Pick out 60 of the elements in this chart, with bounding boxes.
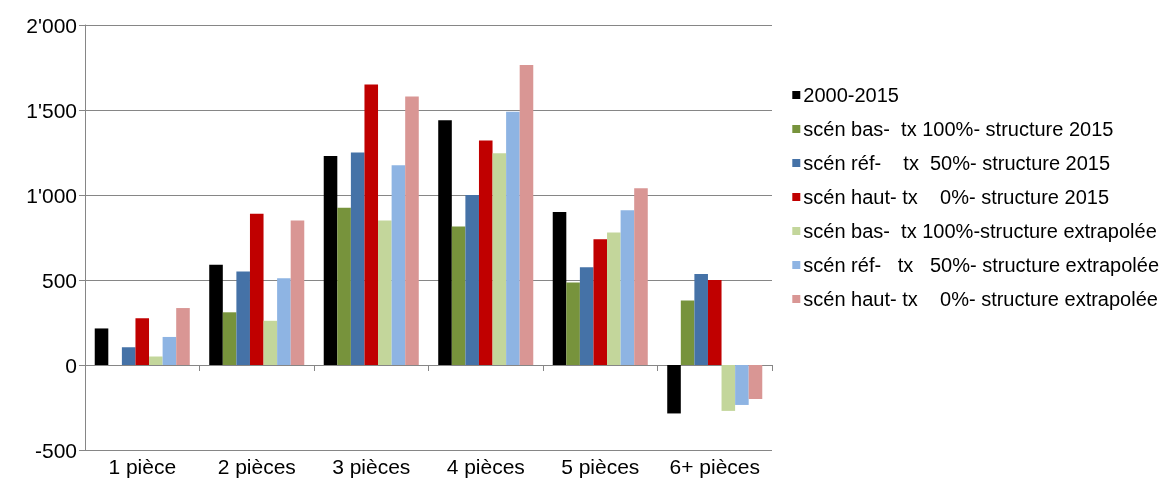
bar (451, 226, 466, 365)
bar (438, 120, 452, 365)
bar (405, 96, 419, 365)
bar (579, 267, 594, 365)
bar (222, 312, 237, 365)
x-tick-label: 1 pièce (108, 455, 177, 478)
bar (162, 336, 177, 365)
bar (176, 308, 190, 365)
bar (707, 280, 722, 365)
bar (634, 188, 648, 365)
bar (209, 264, 223, 365)
y-tick-label: 0 (65, 353, 77, 377)
legend-label: scén réf- tx 50%- structure 2015 (803, 152, 1111, 174)
legend-label: scén haut- tx 0%- structure extrapolée (803, 288, 1158, 310)
bar (263, 320, 278, 365)
bar (391, 165, 406, 365)
bar (121, 347, 136, 365)
bar (680, 300, 695, 365)
bar (694, 274, 708, 365)
legend-label: scén bas- tx 100%-structure extrapolée (803, 220, 1157, 242)
bar (667, 365, 681, 414)
x-tick-label: 6+ pièces (669, 455, 760, 478)
bar (506, 111, 520, 365)
bar (135, 318, 150, 365)
x-tick-label: 2 pièces (217, 455, 296, 478)
bar (236, 271, 250, 365)
bar (552, 212, 567, 365)
y-tick-label: 2'000 (26, 13, 77, 37)
legend-label: scén bas- tx 100%- structure 2015 (803, 118, 1114, 140)
bar (721, 365, 736, 411)
y-tick-label: 1'000 (26, 183, 77, 207)
legend-label: scén réf- tx 50%- structure extrapolée (803, 254, 1159, 276)
bar (277, 278, 291, 365)
bar (593, 239, 608, 365)
x-tick-label: 5 pièces (561, 455, 640, 478)
bar (350, 152, 365, 365)
bar (94, 328, 109, 365)
bar (478, 140, 493, 365)
bar (465, 195, 479, 365)
bar (566, 282, 580, 365)
bar (519, 64, 534, 365)
bar (323, 155, 338, 365)
x-tick-label: 3 pièces (332, 455, 411, 478)
bar (620, 210, 635, 365)
y-tick-label: 500 (41, 268, 77, 292)
bar (748, 365, 763, 399)
bar (492, 153, 507, 365)
y-tick-label: -500 (34, 438, 77, 462)
bar (149, 356, 163, 365)
y-tick-label: 1'500 (26, 98, 77, 122)
legend-label: 2000-2015 (803, 84, 899, 106)
bar (290, 220, 305, 365)
bar (607, 232, 621, 365)
x-tick-label: 4 pièces (446, 455, 525, 478)
bar (735, 365, 749, 405)
bar (364, 84, 379, 365)
bar (249, 213, 264, 365)
legend-label: scén haut- tx 0%- structure 2015 (803, 186, 1109, 208)
bar (337, 207, 351, 365)
bar (378, 220, 392, 365)
